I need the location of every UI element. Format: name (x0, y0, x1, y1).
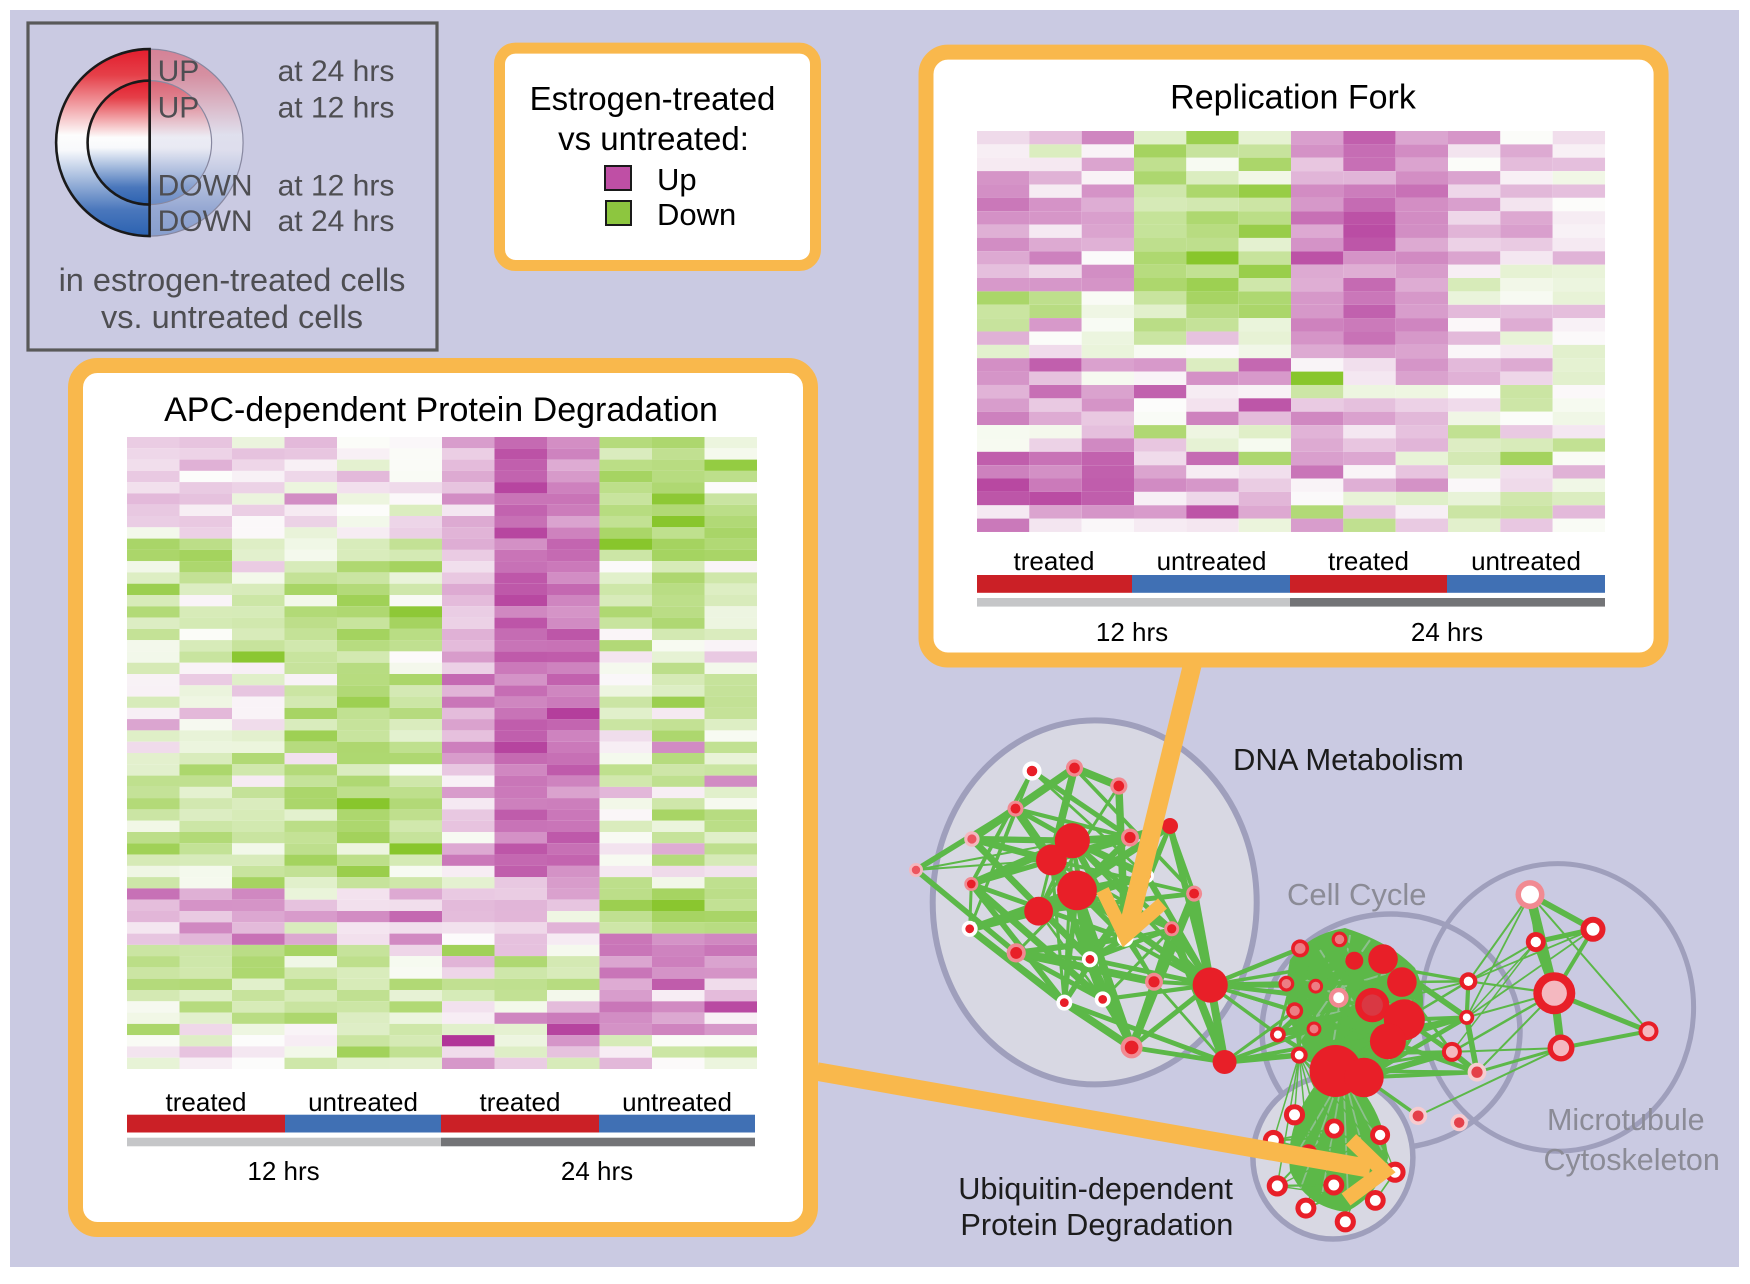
svg-text:APC-dependent Protein Degradat: APC-dependent Protein Degradation (164, 391, 718, 429)
svg-text:Cytoskeleton: Cytoskeleton (1544, 1143, 1720, 1177)
svg-text:Microtubule: Microtubule (1547, 1103, 1705, 1137)
svg-text:treated: treated (480, 1087, 561, 1117)
svg-text:Ubiquitin-dependent: Ubiquitin-dependent (958, 1171, 1233, 1206)
svg-text:UP: UP (158, 55, 200, 88)
svg-text:Replication Fork: Replication Fork (1170, 79, 1417, 117)
svg-text:at 24 hrs: at 24 hrs (278, 55, 395, 88)
svg-text:untreated: untreated (1471, 546, 1581, 576)
svg-text:at 12 hrs: at 12 hrs (278, 169, 395, 202)
svg-text:DNA Metabolism: DNA Metabolism (1233, 742, 1464, 777)
svg-text:treated: treated (1014, 546, 1095, 576)
svg-text:untreated: untreated (1157, 546, 1267, 576)
svg-text:in estrogen-treated cells: in estrogen-treated cells (59, 262, 406, 298)
svg-text:vs. untreated cells: vs. untreated cells (101, 299, 363, 335)
svg-text:12 hrs: 12 hrs (247, 1156, 319, 1186)
svg-text:untreated: untreated (308, 1087, 418, 1117)
svg-text:24 hrs: 24 hrs (561, 1156, 633, 1186)
svg-text:12 hrs: 12 hrs (1096, 617, 1168, 647)
svg-text:DOWN: DOWN (158, 169, 253, 202)
svg-text:at 12 hrs: at 12 hrs (278, 92, 395, 125)
svg-text:at 24 hrs: at 24 hrs (278, 205, 395, 238)
svg-text:treated: treated (1328, 546, 1409, 576)
svg-text:24 hrs: 24 hrs (1411, 617, 1483, 647)
svg-text:untreated: untreated (622, 1087, 732, 1117)
svg-text:treated: treated (166, 1087, 247, 1117)
svg-text:Up: Up (657, 162, 697, 197)
svg-text:Estrogen-treated: Estrogen-treated (530, 80, 776, 117)
svg-text:Protein Degradation: Protein Degradation (960, 1207, 1233, 1242)
svg-text:Cell Cycle: Cell Cycle (1287, 877, 1427, 912)
svg-text:Down: Down (657, 197, 736, 232)
svg-text:UP: UP (158, 92, 200, 125)
svg-text:vs untreated:: vs untreated: (558, 120, 749, 157)
svg-text:DOWN: DOWN (158, 205, 253, 238)
